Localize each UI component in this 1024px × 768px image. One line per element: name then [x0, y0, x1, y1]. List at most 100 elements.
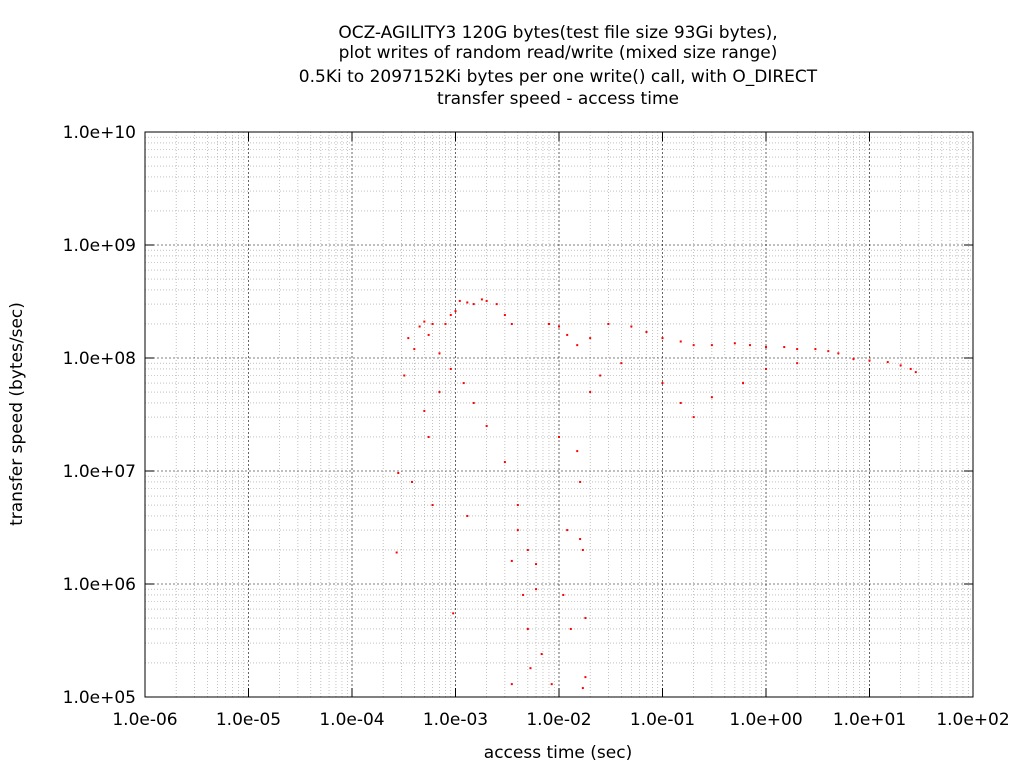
data-point: [868, 359, 871, 362]
y-tick-label: 1.0e+09: [63, 236, 136, 256]
data-point: [579, 538, 582, 541]
data-point: [562, 593, 565, 596]
x-tick-label: 1.0e-01: [630, 710, 695, 730]
data-point: [914, 371, 917, 374]
data-point: [630, 325, 633, 328]
data-point: [418, 325, 421, 328]
data-point: [427, 435, 430, 438]
data-point: [576, 344, 579, 347]
data-point: [796, 348, 799, 351]
data-point: [510, 683, 513, 686]
data-point: [485, 425, 488, 428]
data-point: [566, 333, 569, 336]
scatter-points: [395, 298, 917, 690]
data-point: [427, 333, 430, 336]
data-point: [589, 337, 592, 340]
data-point: [522, 593, 525, 596]
x-axis-label: access time (sec): [484, 743, 632, 763]
data-point: [438, 391, 441, 394]
data-point: [909, 367, 912, 370]
y-tick-label: 1.0e+06: [63, 575, 136, 595]
data-point: [796, 362, 799, 365]
data-point: [620, 362, 623, 365]
data-point: [765, 367, 767, 370]
data-point: [584, 676, 587, 679]
data-point: [444, 322, 447, 325]
data-point: [397, 472, 400, 475]
x-tick-label: 1.0e-03: [423, 710, 488, 730]
data-point: [547, 322, 550, 325]
data-point: [466, 301, 469, 304]
data-point: [431, 504, 434, 507]
data-point: [581, 548, 584, 551]
title-line-1: OCZ-AGILITY3 120G bytes(test file size 9…: [338, 23, 777, 43]
data-point: [550, 683, 553, 686]
data-point: [692, 344, 695, 347]
data-point: [814, 348, 817, 351]
data-point: [480, 298, 483, 301]
title-line-4: transfer speed - access time: [437, 89, 679, 109]
data-point: [607, 322, 610, 325]
data-point: [395, 551, 398, 554]
data-point: [576, 450, 579, 453]
data-point: [431, 322, 434, 325]
data-point: [569, 627, 572, 630]
y-tick-label: 1.0e+05: [63, 688, 136, 708]
data-point: [454, 310, 457, 313]
data-point: [526, 627, 529, 630]
x-tick-label: 1.0e-06: [112, 710, 177, 730]
y-axis-label: transfer speed (bytes/sec): [7, 302, 27, 526]
data-point: [852, 357, 855, 360]
data-point: [733, 342, 736, 345]
data-point: [529, 667, 532, 670]
data-point: [466, 514, 469, 517]
data-point: [837, 352, 840, 355]
data-point: [558, 325, 560, 328]
data-point: [579, 480, 582, 483]
y-tick-label: 1.0e+08: [63, 349, 136, 369]
data-point: [679, 340, 682, 343]
data-point: [449, 367, 452, 370]
data-point: [584, 617, 587, 620]
x-tick-label: 1.0e-04: [319, 710, 384, 730]
data-point: [495, 303, 498, 306]
data-point: [710, 344, 713, 347]
data-point: [407, 337, 410, 340]
grid: [144, 132, 973, 698]
x-tick-label: 1.0e+01: [833, 710, 906, 730]
data-point: [599, 374, 602, 377]
x-tick-label: 1.0e-05: [216, 710, 281, 730]
data-point: [742, 382, 745, 385]
data-point: [558, 435, 560, 438]
data-point: [503, 314, 506, 317]
data-point: [535, 563, 538, 566]
data-point: [692, 416, 695, 419]
data-point: [535, 588, 538, 591]
data-point: [516, 529, 519, 532]
data-point: [566, 529, 569, 532]
data-point: [886, 361, 889, 364]
data-point: [645, 330, 648, 333]
data-point: [423, 320, 426, 323]
data-point: [783, 346, 786, 349]
data-point: [710, 396, 713, 399]
data-point: [827, 350, 830, 353]
x-tick-label: 1.0e-02: [526, 710, 591, 730]
x-tick-label: 1.0e+00: [729, 710, 802, 730]
y-tick-label: 1.0e+07: [63, 462, 136, 482]
data-point: [503, 461, 506, 464]
data-point: [472, 303, 475, 306]
data-point: [540, 653, 543, 656]
data-point: [510, 322, 513, 325]
data-point: [458, 299, 461, 302]
data-point: [462, 382, 465, 385]
data-point: [449, 314, 452, 317]
data-point: [526, 548, 529, 551]
x-tick-label: 1.0e+02: [936, 710, 1009, 730]
data-point: [472, 401, 475, 404]
chart-title: OCZ-AGILITY3 120G bytes(test file size 9…: [299, 23, 818, 109]
data-point: [516, 504, 519, 507]
data-point: [413, 348, 416, 351]
title-line-2: plot writes of random read/write (mixed …: [339, 43, 778, 63]
data-point: [581, 687, 584, 690]
